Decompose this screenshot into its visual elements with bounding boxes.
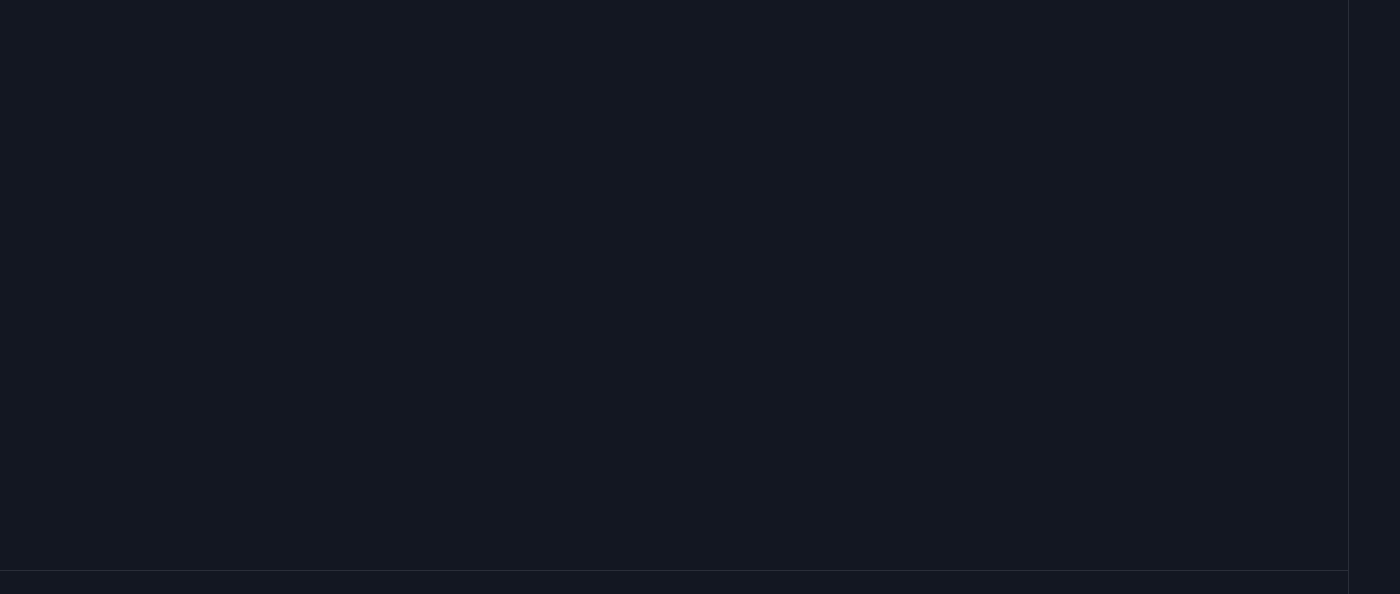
- candlestick-chart[interactable]: [0, 0, 1348, 570]
- price-axis[interactable]: [1348, 0, 1400, 594]
- price-chart-pane[interactable]: [0, 0, 1348, 570]
- time-axis[interactable]: [0, 570, 1348, 594]
